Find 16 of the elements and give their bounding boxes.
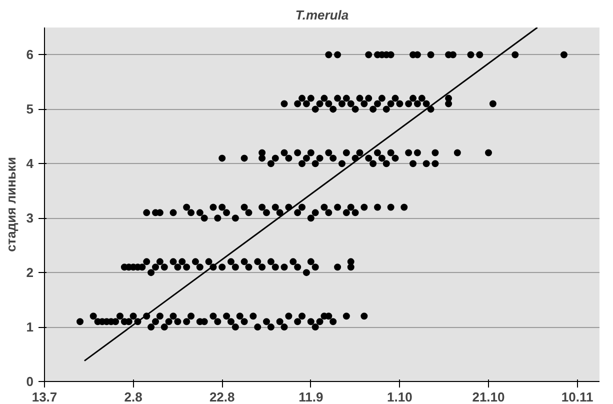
x-tick-label: 10.11 <box>561 390 594 404</box>
chart-title: T.merula <box>295 8 349 22</box>
x-tick-label: 11.9 <box>298 390 324 404</box>
y-tick-label: 6 <box>26 47 34 62</box>
x-tick-label: 1.10 <box>387 390 412 404</box>
y-tick-label: 1 <box>26 320 34 335</box>
y-tick-label: 5 <box>26 102 34 117</box>
x-tick-label: 2.8 <box>124 390 142 404</box>
y-tick-label: 0 <box>26 374 34 389</box>
x-tick-label: 22.8 <box>209 390 235 404</box>
x-tick-label: 21.10 <box>472 390 505 404</box>
y-tick-label: 3 <box>26 210 34 226</box>
y-axis-title: стадия линьки <box>3 157 18 252</box>
y-tick-label: 2 <box>26 265 34 280</box>
y-tick-label: 4 <box>26 156 34 172</box>
x-tick-label: 13.7 <box>32 390 58 404</box>
